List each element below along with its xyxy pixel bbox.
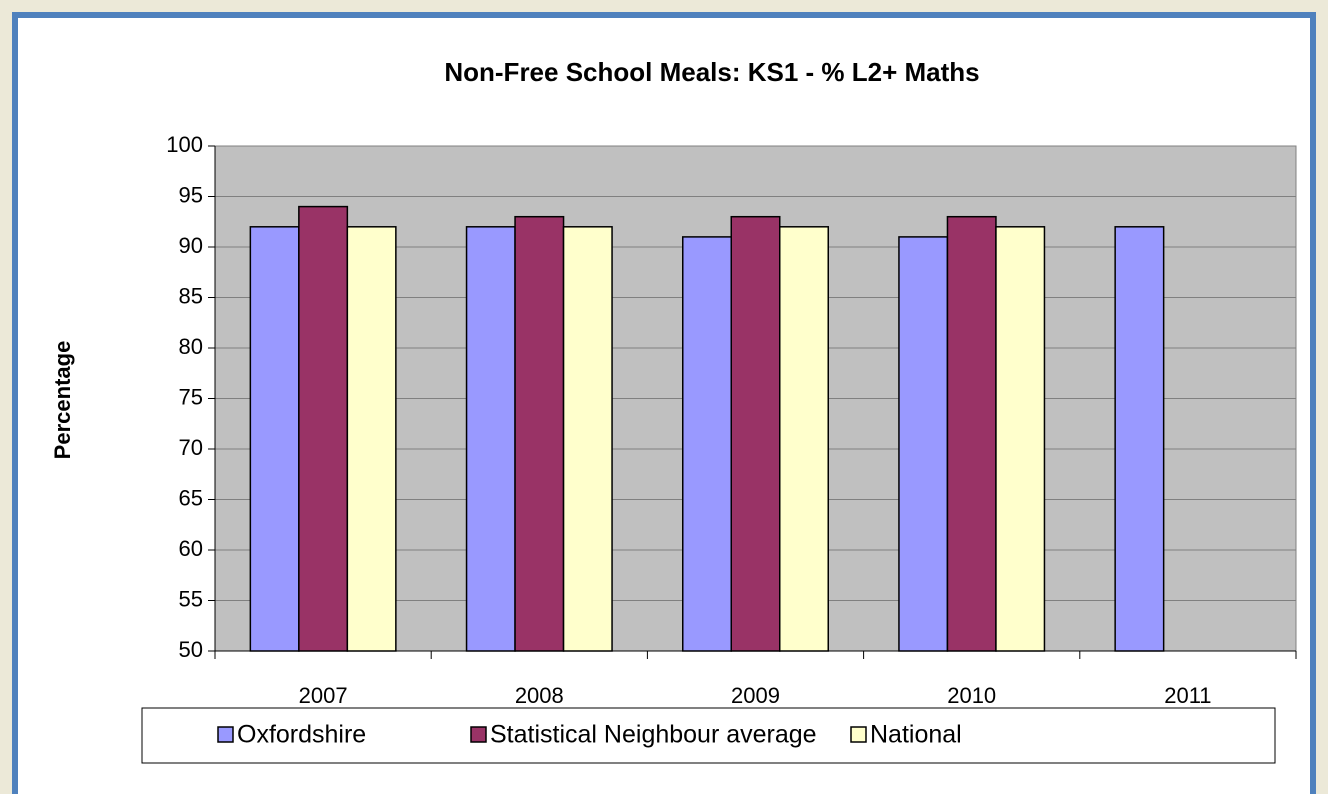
chart-title: Non-Free School Meals: KS1 - % L2+ Maths bbox=[444, 57, 979, 87]
bar bbox=[730, 215, 781, 652]
bar bbox=[1114, 226, 1165, 652]
y-tick-label: 50 bbox=[179, 637, 203, 662]
bar bbox=[779, 226, 829, 652]
y-tick-label: 75 bbox=[179, 384, 203, 409]
y-tick-label: 80 bbox=[179, 334, 203, 359]
y-axis-label: Percentage bbox=[50, 341, 75, 460]
bar bbox=[298, 205, 349, 652]
legend-label: Oxfordshire bbox=[237, 721, 366, 749]
bar bbox=[946, 215, 997, 652]
x-tick-label: 2010 bbox=[947, 683, 996, 708]
x-tick-label: 2007 bbox=[299, 683, 348, 708]
bar bbox=[682, 236, 732, 652]
legend-label: National bbox=[870, 721, 962, 749]
bar bbox=[346, 226, 397, 652]
bar bbox=[995, 226, 1046, 652]
bar bbox=[465, 226, 516, 652]
x-tick-label: 2008 bbox=[515, 683, 564, 708]
bar bbox=[249, 226, 300, 652]
y-tick-label: 90 bbox=[179, 233, 203, 258]
legend bbox=[141, 707, 1276, 764]
x-tick-label: 2011 bbox=[1164, 683, 1211, 708]
bar bbox=[898, 236, 949, 652]
legend-swatch bbox=[850, 726, 867, 743]
y-tick-label: 95 bbox=[179, 182, 203, 207]
legend-label: Statistical Neighbour average bbox=[490, 721, 817, 749]
y-tick-label: 100 bbox=[166, 132, 203, 157]
bar bbox=[514, 215, 565, 652]
y-tick-label: 55 bbox=[179, 586, 203, 611]
y-tick-label: 60 bbox=[179, 536, 203, 561]
legend-swatch bbox=[470, 726, 487, 743]
y-tick-label: 65 bbox=[179, 485, 203, 510]
bar bbox=[562, 226, 613, 652]
y-tick-label: 70 bbox=[179, 435, 203, 460]
y-tick-label: 85 bbox=[179, 283, 203, 308]
x-tick-label: 2009 bbox=[731, 683, 780, 708]
legend-swatch bbox=[217, 726, 234, 743]
